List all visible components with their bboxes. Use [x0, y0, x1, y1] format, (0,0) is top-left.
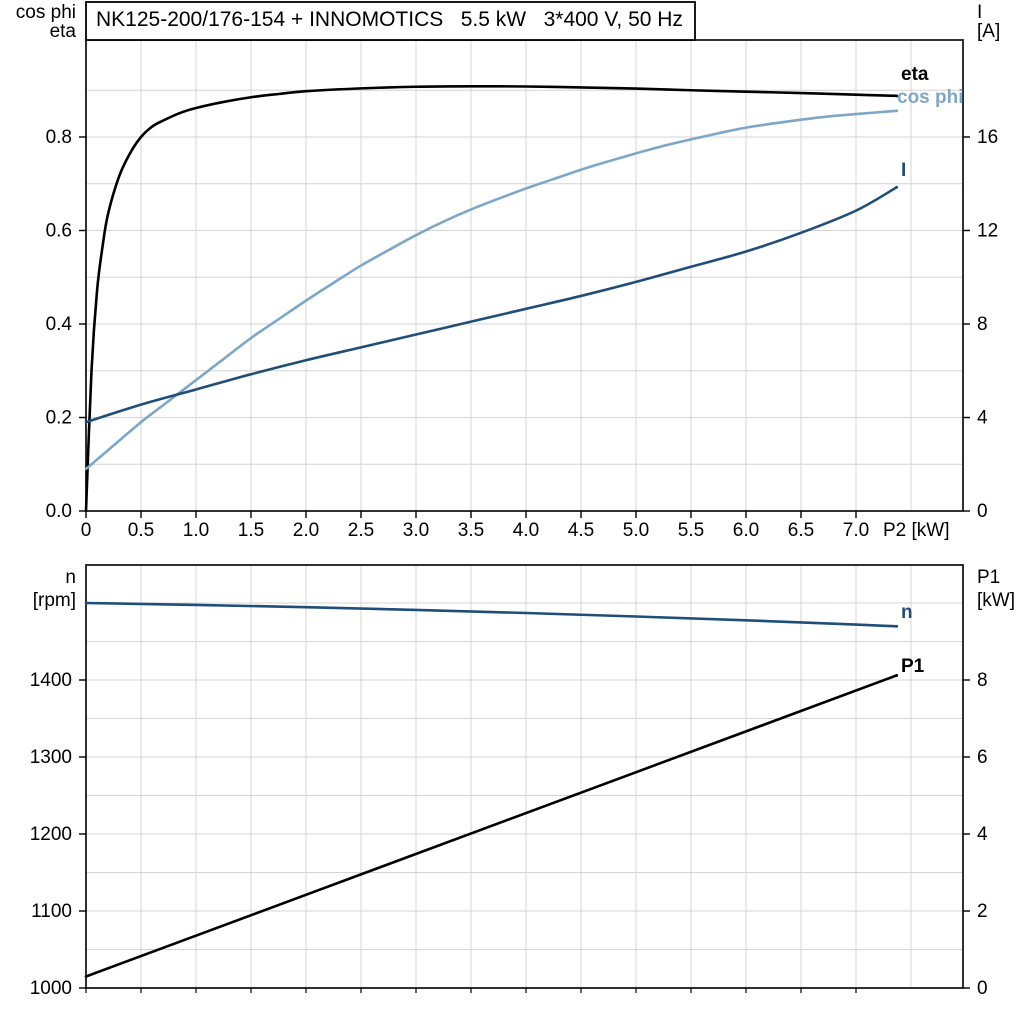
svg-text:[A]: [A] — [977, 21, 1000, 42]
svg-text:1400: 1400 — [30, 670, 72, 691]
svg-text:I: I — [901, 160, 906, 181]
svg-text:2.0: 2.0 — [293, 520, 319, 541]
svg-text:eta: eta — [50, 21, 77, 42]
svg-text:P2 [kW]: P2 [kW] — [883, 520, 950, 541]
svg-text:I: I — [977, 2, 982, 23]
svg-text:8: 8 — [977, 314, 988, 335]
svg-text:0.0: 0.0 — [46, 501, 72, 522]
svg-text:n: n — [65, 567, 76, 588]
svg-text:8: 8 — [977, 670, 988, 691]
svg-text:1100: 1100 — [31, 901, 72, 922]
svg-text:0.6: 0.6 — [46, 221, 72, 242]
svg-text:P1: P1 — [977, 567, 1000, 588]
svg-text:5.0: 5.0 — [623, 520, 649, 541]
svg-text:cos phi: cos phi — [16, 2, 76, 23]
svg-text:3.5: 3.5 — [458, 520, 484, 541]
svg-text:0: 0 — [81, 520, 92, 541]
svg-text:0.4: 0.4 — [46, 314, 73, 335]
svg-text:1200: 1200 — [30, 824, 72, 845]
svg-text:P1: P1 — [901, 656, 925, 677]
svg-text:6.0: 6.0 — [733, 520, 759, 541]
svg-text:12: 12 — [977, 221, 998, 242]
svg-text:0: 0 — [977, 501, 988, 522]
svg-text:4: 4 — [977, 824, 988, 845]
svg-text:0.5: 0.5 — [128, 520, 154, 541]
svg-text:4.0: 4.0 — [513, 520, 539, 541]
svg-text:0.8: 0.8 — [46, 127, 72, 148]
svg-text:0.2: 0.2 — [46, 408, 72, 429]
svg-text:1000: 1000 — [30, 978, 72, 999]
svg-text:5.5: 5.5 — [678, 520, 704, 541]
svg-text:NK125-200/176-154 + INNOMOTICS: NK125-200/176-154 + INNOMOTICS 5.5 kW 3*… — [96, 8, 683, 31]
svg-text:3.0: 3.0 — [403, 520, 429, 541]
svg-text:1.0: 1.0 — [183, 520, 209, 541]
svg-text:cos phi: cos phi — [897, 87, 964, 108]
svg-text:1300: 1300 — [30, 747, 72, 768]
svg-text:0: 0 — [977, 978, 988, 999]
svg-text:6.5: 6.5 — [788, 520, 814, 541]
svg-text:4: 4 — [977, 408, 988, 429]
svg-text:[kW]: [kW] — [977, 590, 1015, 611]
svg-text:4.5: 4.5 — [568, 520, 594, 541]
svg-text:eta: eta — [901, 64, 929, 85]
svg-text:1.5: 1.5 — [238, 520, 264, 541]
svg-text:2: 2 — [977, 901, 988, 922]
svg-text:6: 6 — [977, 747, 988, 768]
svg-text:7.0: 7.0 — [843, 520, 869, 541]
svg-text:[rpm]: [rpm] — [33, 590, 76, 611]
svg-text:n: n — [901, 602, 913, 623]
svg-text:2.5: 2.5 — [348, 520, 374, 541]
svg-text:16: 16 — [977, 127, 998, 148]
